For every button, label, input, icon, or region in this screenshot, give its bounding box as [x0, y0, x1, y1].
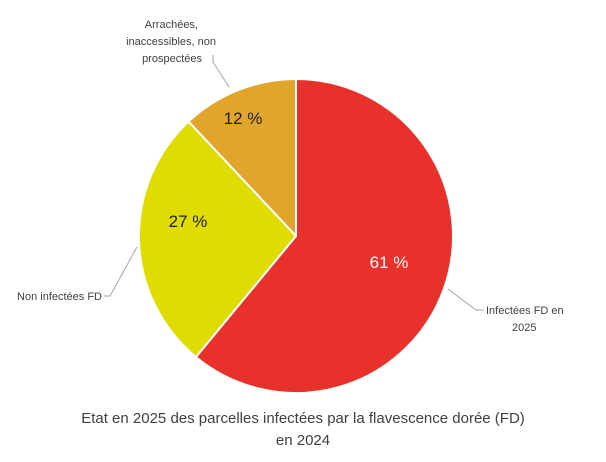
slice-category-label-3: Arrachées, inaccessibles, non prospectées	[126, 19, 216, 65]
leader-line-3	[212, 55, 230, 88]
slice-category-label-1: Infectées FD en 2025	[486, 305, 564, 334]
slice-value-label-2: 27 %	[169, 212, 208, 231]
pie-slice-3	[187, 78, 297, 237]
pie-slice-1	[194, 78, 454, 394]
chart-title-line-2: en 2024	[275, 432, 331, 449]
slice-value-label-3: 12 %	[224, 109, 263, 128]
slice-category-label-2: Non infectées FD	[17, 291, 102, 303]
chart-title: Etat en 2025 des parcelles infectées par…	[0, 408, 606, 452]
slice-value-label-1: 61 %	[370, 253, 409, 272]
leader-line-1	[447, 288, 484, 311]
chart-title-line-1: Etat en 2025 des parcelles infectées par…	[81, 410, 525, 427]
pie-slice-2	[138, 120, 297, 358]
leader-line-2	[104, 246, 138, 297]
